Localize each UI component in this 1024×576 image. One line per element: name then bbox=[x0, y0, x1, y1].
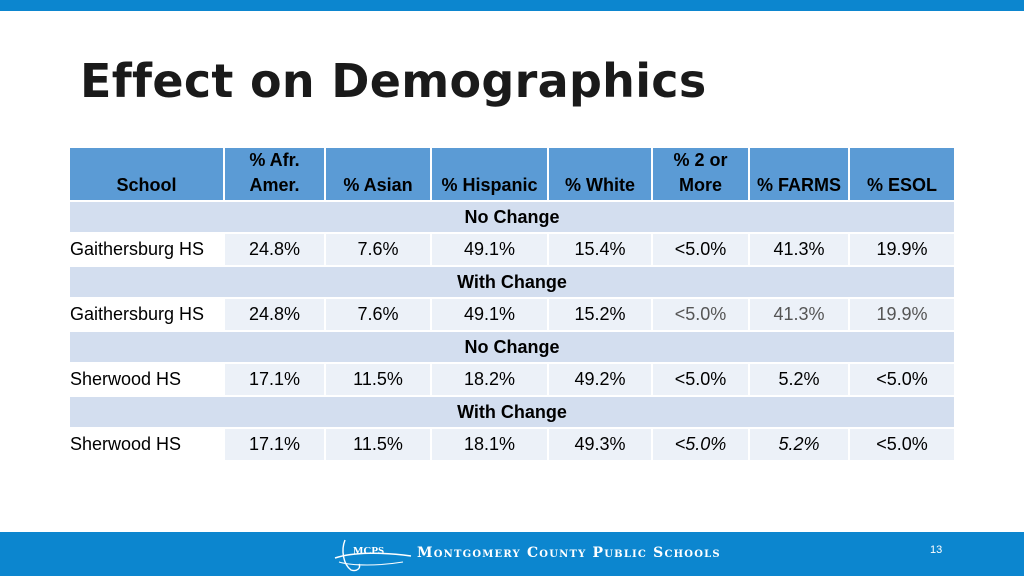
header-white: % White bbox=[549, 148, 653, 200]
header-2-or-more: % 2 or More bbox=[653, 148, 750, 200]
cell-afr-amer: 24.8% bbox=[225, 234, 326, 265]
top-accent-bar bbox=[0, 0, 1024, 11]
cell-asian: 7.6% bbox=[326, 234, 432, 265]
cell-white: 49.3% bbox=[549, 429, 653, 460]
demographics-table-wrapper: School % Afr. Amer. % Asian % Hispanic %… bbox=[70, 148, 954, 460]
section-row: With Change bbox=[70, 395, 954, 429]
cell-asian: 11.5% bbox=[326, 364, 432, 395]
section-row: No Change bbox=[70, 200, 954, 234]
cell-farms: 41.3% bbox=[750, 299, 850, 330]
cell-afr-amer: 17.1% bbox=[225, 429, 326, 460]
table-row: Gaithersburg HS 24.8% 7.6% 49.1% 15.4% <… bbox=[70, 234, 954, 265]
cell-2-or-more: <5.0% bbox=[653, 429, 750, 460]
section-label: No Change bbox=[70, 330, 954, 364]
cell-school: Sherwood HS bbox=[70, 364, 225, 395]
org-name: Montgomery County Public Schools bbox=[417, 545, 721, 561]
cell-esol: 19.9% bbox=[850, 299, 954, 330]
demographics-table: School % Afr. Amer. % Asian % Hispanic %… bbox=[70, 148, 954, 460]
logo-text: MCPS bbox=[353, 545, 384, 557]
cell-2-or-more: <5.0% bbox=[653, 234, 750, 265]
cell-school: Gaithersburg HS bbox=[70, 299, 225, 330]
table-header-row: School % Afr. Amer. % Asian % Hispanic %… bbox=[70, 148, 954, 200]
cell-hispanic: 18.1% bbox=[432, 429, 549, 460]
cell-afr-amer: 24.8% bbox=[225, 299, 326, 330]
section-label: With Change bbox=[70, 395, 954, 429]
section-label: With Change bbox=[70, 265, 954, 299]
cell-2-or-more: <5.0% bbox=[653, 364, 750, 395]
cell-esol: <5.0% bbox=[850, 429, 954, 460]
page-number: 13 bbox=[930, 544, 943, 556]
cell-hispanic: 49.1% bbox=[432, 299, 549, 330]
cell-asian: 11.5% bbox=[326, 429, 432, 460]
footer-bar bbox=[0, 532, 1024, 576]
cell-esol: 19.9% bbox=[850, 234, 954, 265]
cell-school: Gaithersburg HS bbox=[70, 234, 225, 265]
header-school: School bbox=[70, 148, 225, 200]
section-row: With Change bbox=[70, 265, 954, 299]
header-asian: % Asian bbox=[326, 148, 432, 200]
cell-asian: 7.6% bbox=[326, 299, 432, 330]
header-farms: % FARMS bbox=[750, 148, 850, 200]
slide-title: Effect on Demographics bbox=[80, 54, 707, 108]
cell-farms: 41.3% bbox=[750, 234, 850, 265]
header-afr-amer: % Afr. Amer. bbox=[225, 148, 326, 200]
header-hispanic: % Hispanic bbox=[432, 148, 549, 200]
cell-2-or-more: <5.0% bbox=[653, 299, 750, 330]
cell-hispanic: 49.1% bbox=[432, 234, 549, 265]
section-label: No Change bbox=[70, 200, 954, 234]
cell-esol: <5.0% bbox=[850, 364, 954, 395]
cell-white: 15.4% bbox=[549, 234, 653, 265]
mcps-logo-icon: MCPS bbox=[334, 539, 412, 572]
cell-white: 15.2% bbox=[549, 299, 653, 330]
cell-school: Sherwood HS bbox=[70, 429, 225, 460]
table-row: Sherwood HS 17.1% 11.5% 18.2% 49.2% <5.0… bbox=[70, 364, 954, 395]
cell-hispanic: 18.2% bbox=[432, 364, 549, 395]
table-row: Sherwood HS 17.1% 11.5% 18.1% 49.3% <5.0… bbox=[70, 429, 954, 460]
cell-farms: 5.2% bbox=[750, 364, 850, 395]
section-row: No Change bbox=[70, 330, 954, 364]
cell-afr-amer: 17.1% bbox=[225, 364, 326, 395]
header-esol: % ESOL bbox=[850, 148, 954, 200]
cell-white: 49.2% bbox=[549, 364, 653, 395]
cell-farms: 5.2% bbox=[750, 429, 850, 460]
table-row: Gaithersburg HS 24.8% 7.6% 49.1% 15.2% <… bbox=[70, 299, 954, 330]
